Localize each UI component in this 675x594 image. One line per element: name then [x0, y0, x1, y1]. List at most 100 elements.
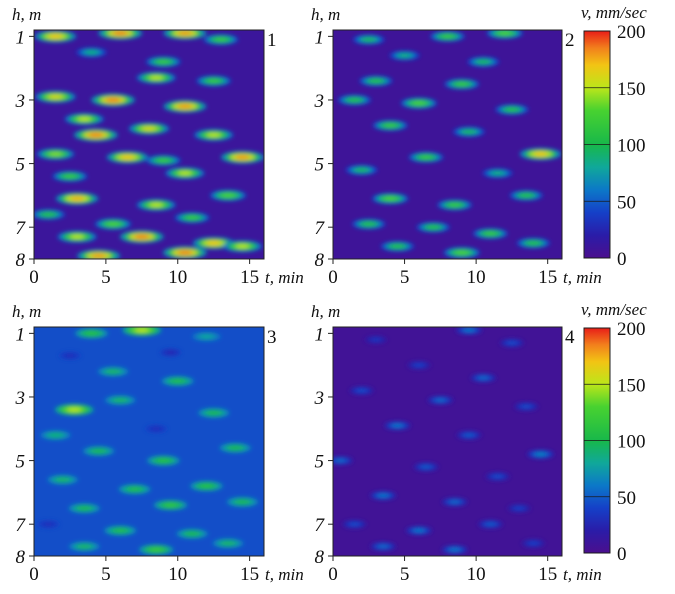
heatmap-cell [485, 472, 510, 481]
colorbar-tick-label: 100 [617, 432, 646, 453]
y-axis-label: h, m [311, 5, 340, 24]
panel-number: 1 [267, 30, 277, 51]
y-axis-label: h, m [12, 302, 41, 321]
y-tick-label: 3 [15, 388, 26, 409]
heatmap-cell [349, 386, 374, 395]
heatmap-cell [521, 539, 546, 548]
heatmap-cell [380, 241, 415, 252]
heatmap-cell [34, 209, 66, 220]
heatmap-panel-3: 1 3 5 7 80 5 10 15 h, m t, min 3 [12, 302, 304, 585]
x-tick-label: 5 [400, 267, 410, 288]
colorbar-label: v, mm/sec [581, 300, 647, 319]
colorbar-tick-label: 50 [617, 192, 636, 213]
heatmap-field [333, 327, 562, 556]
heatmap-cell [516, 237, 551, 249]
heatmap-cell [98, 30, 143, 40]
y-axis-label: h, m [311, 302, 340, 321]
y-tick-label: 1 [16, 27, 26, 48]
heatmap-cell [57, 230, 97, 243]
heatmap-cell [174, 212, 210, 223]
plot-frame [33, 29, 265, 260]
heatmap-cell [467, 56, 500, 67]
colorbar-label: v, mm/sec [581, 3, 647, 22]
heatmap-cell [370, 542, 396, 551]
heatmap-cell [384, 421, 411, 430]
plot-frame [332, 29, 563, 260]
heatmap-cell [34, 30, 77, 43]
colorbar-1: v, mm/sec 0 50 100 150 200 [581, 3, 647, 270]
heatmap-cell [122, 327, 162, 336]
heatmap-cell [219, 442, 252, 453]
heatmap-cell [359, 75, 393, 87]
heatmap-cell [73, 128, 118, 142]
heatmap-panel-1: 1 3 5 7 80 5 10 15 h, m t, min 1 [12, 5, 304, 288]
heatmap-cell [509, 190, 543, 201]
heatmap-cell [161, 375, 195, 387]
colorbar-tick-label: 150 [617, 375, 646, 396]
heatmap-cell [437, 199, 473, 211]
heatmap-cell [400, 97, 437, 109]
x-tick-label: 15 [538, 267, 557, 288]
heatmap-cell [209, 189, 247, 201]
heatmap-cell [333, 456, 354, 465]
heatmap-cell [106, 151, 149, 164]
colorbar-2: v, mm/sec 0 50 100 150 200 [581, 300, 647, 565]
heatmap-cell [345, 164, 378, 175]
heatmap-cell [145, 56, 181, 68]
heatmap-cell [136, 71, 176, 84]
x-tick-label: 15 [240, 564, 259, 585]
heatmap-cell [37, 520, 60, 529]
heatmap-cell [77, 249, 121, 259]
heatmap-cell [68, 503, 101, 514]
heatmap-cell [76, 47, 107, 58]
heatmap-cell [486, 30, 523, 39]
x-tick-label: 10 [168, 564, 187, 585]
heatmap-cell [68, 541, 100, 552]
heatmap-cell [91, 93, 136, 107]
heatmap-cell [197, 407, 230, 418]
heatmap-cell [104, 395, 136, 406]
heatmap-cell [191, 331, 222, 342]
x-axis-label: t, min [563, 268, 602, 287]
y-tick-label: 8 [315, 547, 325, 568]
heatmap-cell [220, 151, 264, 164]
heatmap-cell [405, 526, 433, 535]
heatmap-cell [196, 75, 232, 87]
x-tick-label: 15 [538, 564, 557, 585]
heatmap-cell [47, 474, 79, 485]
y-tick-label: 7 [315, 515, 326, 536]
x-tick-label: 0 [328, 564, 338, 585]
heatmap-cell [54, 403, 94, 416]
y-tick-label: 1 [315, 27, 325, 48]
panel-number: 4 [565, 327, 575, 348]
heatmap-cell [194, 129, 234, 141]
y-tick-label: 3 [15, 91, 26, 112]
plot-frame [33, 326, 265, 557]
heatmap-cell [452, 126, 485, 137]
heatmap-cell [163, 30, 207, 40]
heatmap-cell [441, 497, 468, 507]
heatmap-cell [526, 449, 555, 459]
heatmap-cell [138, 544, 174, 555]
heatmap-cell [203, 34, 239, 45]
heatmap-cell [222, 240, 262, 253]
y-tick-label: 8 [16, 250, 26, 271]
heatmap-cell [352, 34, 385, 45]
x-tick-label: 5 [101, 267, 111, 288]
heatmap-cell [145, 155, 181, 166]
heatmap-cell [36, 148, 75, 160]
heatmap-cell [118, 484, 152, 495]
y-tick-label: 8 [315, 250, 325, 271]
heatmap-cell [212, 538, 244, 549]
heatmap-cell [165, 167, 205, 179]
heatmap-cell [416, 221, 450, 233]
heatmap-cell [82, 446, 115, 457]
colorbar-tick-label: 200 [617, 319, 646, 340]
heatmap-cell [40, 430, 71, 440]
heatmap-cell [499, 338, 525, 348]
x-tick-label: 15 [240, 267, 259, 288]
heatmap-cell [226, 496, 259, 507]
heatmap-cell [146, 455, 181, 466]
heatmap-panel-2: 1 3 5 7 80 5 10 15 h, m t, min 2 [311, 5, 602, 288]
